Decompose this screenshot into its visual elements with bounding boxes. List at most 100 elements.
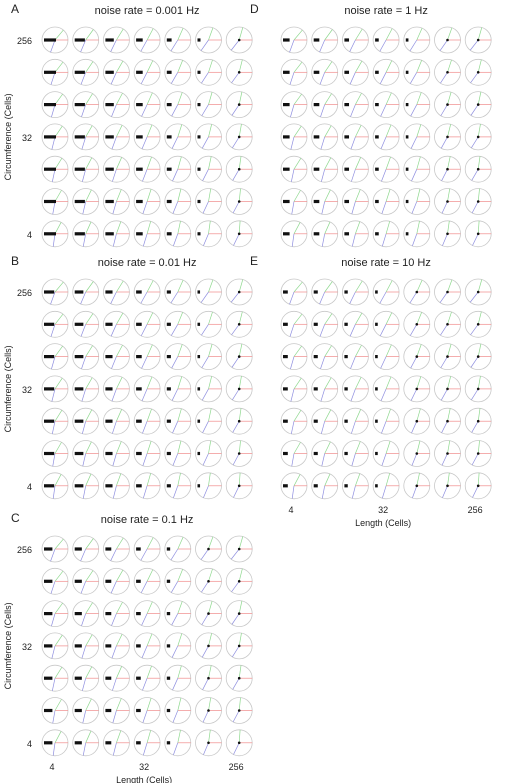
- glyph-cell: [403, 123, 431, 151]
- glyph-cell: [133, 632, 161, 660]
- blue-spoke: [111, 104, 117, 117]
- blue-spoke: [112, 169, 117, 182]
- glyph-cell: [434, 220, 461, 248]
- blue-spoke: [442, 233, 448, 246]
- green-spoke: [324, 345, 332, 357]
- glyph-bar: [105, 70, 114, 74]
- glyph-bar: [375, 387, 378, 391]
- blue-spoke: [412, 233, 418, 247]
- glyph-bar: [74, 451, 84, 456]
- glyph-cell: [225, 535, 253, 563]
- glyph-bar: [166, 676, 171, 680]
- glyph-dot: [237, 232, 241, 236]
- glyph-bar: [166, 135, 172, 139]
- green-spoke: [85, 61, 94, 73]
- green-spoke: [324, 125, 332, 138]
- glyph-bar: [344, 38, 350, 42]
- green-spoke: [208, 279, 214, 293]
- y-axis-label: Circumference (Cells): [3, 602, 13, 689]
- green-spoke: [146, 156, 152, 170]
- blue-spoke: [81, 104, 87, 118]
- green-spoke: [116, 409, 123, 422]
- glyph-cell: [311, 155, 339, 183]
- glyph-cell: [372, 123, 400, 151]
- glyph-cell: [195, 58, 222, 86]
- glyph-bar: [44, 135, 56, 139]
- glyph-cell: [133, 278, 161, 306]
- green-spoke: [355, 312, 363, 325]
- glyph-bar: [375, 232, 379, 236]
- blue-spoke: [202, 453, 209, 466]
- glyph-cell: [464, 440, 492, 467]
- glyph-cell: [72, 407, 100, 435]
- green-spoke: [385, 376, 392, 390]
- green-spoke: [208, 568, 213, 582]
- glyph-bar: [197, 70, 201, 74]
- glyph-bar: [283, 70, 290, 74]
- glyph-bar: [44, 199, 56, 204]
- green-spoke: [355, 60, 363, 73]
- blue-spoke: [381, 453, 387, 466]
- glyph-cell: [103, 729, 130, 757]
- glyph-dot: [476, 323, 480, 326]
- blue-spoke: [349, 72, 356, 85]
- blue-spoke: [201, 104, 209, 116]
- glyph-cell: [341, 472, 369, 500]
- glyph-cell: [403, 310, 431, 338]
- blue-spoke: [140, 291, 148, 304]
- glyph-dot: [207, 676, 210, 680]
- glyph-cell: [41, 91, 69, 118]
- glyph-cell: [164, 26, 192, 54]
- glyph-bar: [283, 199, 290, 204]
- blue-spoke: [50, 581, 56, 594]
- green-spoke: [385, 124, 392, 138]
- glyph-cell: [41, 567, 69, 595]
- glyph-bar: [44, 322, 55, 326]
- blue-spoke: [172, 710, 179, 723]
- glyph-dot: [476, 419, 480, 423]
- glyph-cell: [280, 310, 308, 338]
- glyph-bar: [283, 232, 290, 236]
- green-spoke: [146, 730, 152, 743]
- glyph-cell: [225, 220, 253, 248]
- green-spoke: [177, 536, 184, 550]
- blue-spoke: [203, 485, 209, 498]
- glyph-cell: [103, 188, 130, 215]
- blue-spoke: [319, 72, 326, 85]
- blue-spoke: [52, 742, 56, 756]
- green-spoke: [293, 345, 302, 357]
- glyph-cell: [103, 697, 130, 724]
- glyph-bar: [283, 387, 288, 391]
- glyph-cell: [225, 729, 253, 757]
- blue-spoke: [349, 39, 356, 52]
- glyph-cell: [164, 343, 192, 371]
- green-spoke: [477, 376, 481, 389]
- glyph-cell: [403, 220, 431, 248]
- glyph-bar: [74, 579, 82, 583]
- glyph-cell: [195, 567, 222, 595]
- green-spoke: [385, 92, 392, 105]
- glyph-cell: [341, 343, 369, 371]
- y-tick-label: 256: [17, 545, 32, 555]
- glyph-dot: [446, 355, 449, 358]
- glyph-dot: [446, 484, 449, 488]
- blue-spoke: [51, 421, 56, 434]
- blue-spoke: [320, 388, 326, 402]
- green-spoke: [416, 221, 420, 234]
- blue-spoke: [381, 233, 387, 247]
- glyph-cell: [311, 278, 339, 306]
- green-spoke: [416, 408, 421, 422]
- glyph-dot: [237, 200, 241, 203]
- green-spoke: [146, 601, 153, 614]
- glyph-cell: [372, 440, 400, 467]
- glyph-bar: [375, 451, 378, 456]
- green-spoke: [146, 189, 152, 202]
- green-spoke: [208, 376, 212, 389]
- green-spoke: [416, 440, 421, 454]
- green-spoke: [177, 408, 182, 422]
- blue-spoke: [231, 581, 240, 593]
- green-spoke: [146, 312, 154, 325]
- glyph-cell: [41, 375, 69, 403]
- green-spoke: [116, 189, 122, 202]
- green-spoke: [146, 280, 154, 293]
